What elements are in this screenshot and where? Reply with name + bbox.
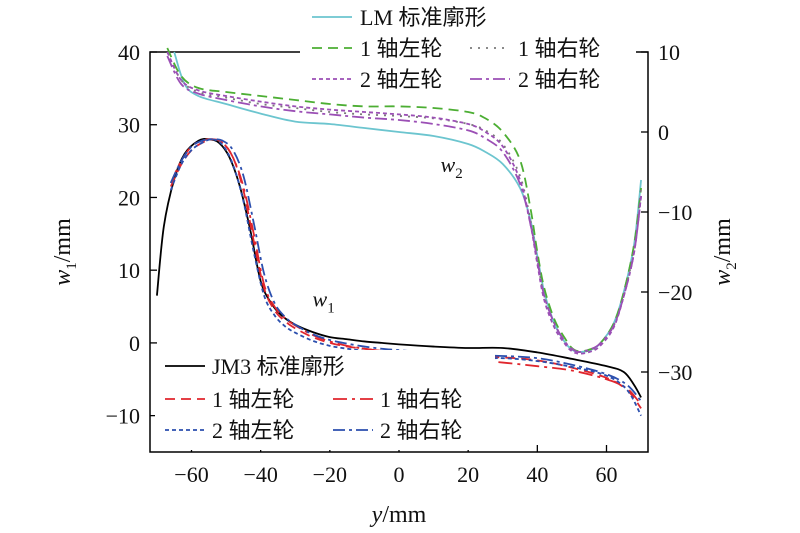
y-right-tick-label: 10 xyxy=(658,40,680,65)
y-right-axis-title: w2/mm xyxy=(710,218,740,286)
series-line-w1-4 xyxy=(169,138,642,402)
x-tick-label: −40 xyxy=(243,462,277,487)
x-tick-label: −60 xyxy=(174,462,208,487)
legend-label: 2 轴左轮 xyxy=(360,67,443,92)
y-right-tick-label: −30 xyxy=(658,360,692,385)
legend-label: LM 标准廓形 xyxy=(360,5,487,30)
legend-label: 1 轴右轮 xyxy=(518,36,601,61)
legend-label: JM3 标准廓形 xyxy=(212,354,345,379)
legend-bottom: JM3 标准廓形 1 轴左轮 1 轴右轮 2 轴左轮 2 轴右轮 xyxy=(155,350,495,450)
curve-annotations: w1 w2 xyxy=(313,152,463,317)
annotation-w1: w1 xyxy=(313,287,335,317)
y-left-tick-label: 40 xyxy=(118,40,140,65)
legend-bottom-bg xyxy=(155,350,495,450)
x-tick-label: 40 xyxy=(526,462,548,487)
legend-top: LM 标准廓形 1 轴左轮 1 轴右轮 2 轴左轮 2 轴右轮 xyxy=(300,2,636,96)
legend-label: 2 轴右轮 xyxy=(380,418,463,443)
y-left-tick-label: −10 xyxy=(106,404,140,429)
x-tick-label: 60 xyxy=(596,462,618,487)
axis-titles: y/mm w1/mm w2/mm xyxy=(50,218,740,528)
series-line-w2-7 xyxy=(166,51,642,353)
y-right-tick-label: −10 xyxy=(658,200,692,225)
x-tick-label: 0 xyxy=(394,462,405,487)
legend-label: 2 轴右轮 xyxy=(518,67,601,92)
y-left-tick-label: 20 xyxy=(118,185,140,210)
y-left-axis-title: w1/mm xyxy=(50,218,80,286)
legend-label: 1 轴左轮 xyxy=(212,387,295,412)
y-right-tick-label: −20 xyxy=(658,280,692,305)
axis-ticks: −60 −40 −20 0 20 40 60 −10 0 10 20 30 40 −30 −20 −10 0 10 xyxy=(106,40,693,487)
y-right-tick-label: 0 xyxy=(658,120,669,145)
legend-label: 2 轴左轮 xyxy=(212,418,295,443)
legend-top-bg xyxy=(300,2,636,96)
series-line-w2-8 xyxy=(166,51,642,355)
annotation-w2: w2 xyxy=(441,152,463,182)
x-axis-title: y/mm xyxy=(370,502,427,528)
series-line-w1-3 xyxy=(169,138,642,417)
y-left-tick-label: 0 xyxy=(129,331,140,356)
series-lines xyxy=(156,47,642,417)
x-tick-label: −20 xyxy=(313,462,347,487)
y-left-tick-label: 30 xyxy=(118,113,140,138)
series-line-w2-9 xyxy=(166,55,642,353)
legend-label: 1 轴右轮 xyxy=(380,387,463,412)
legend-label: 1 轴左轮 xyxy=(360,36,443,61)
y-left-tick-label: 10 xyxy=(118,258,140,283)
x-tick-label: 20 xyxy=(457,462,479,487)
